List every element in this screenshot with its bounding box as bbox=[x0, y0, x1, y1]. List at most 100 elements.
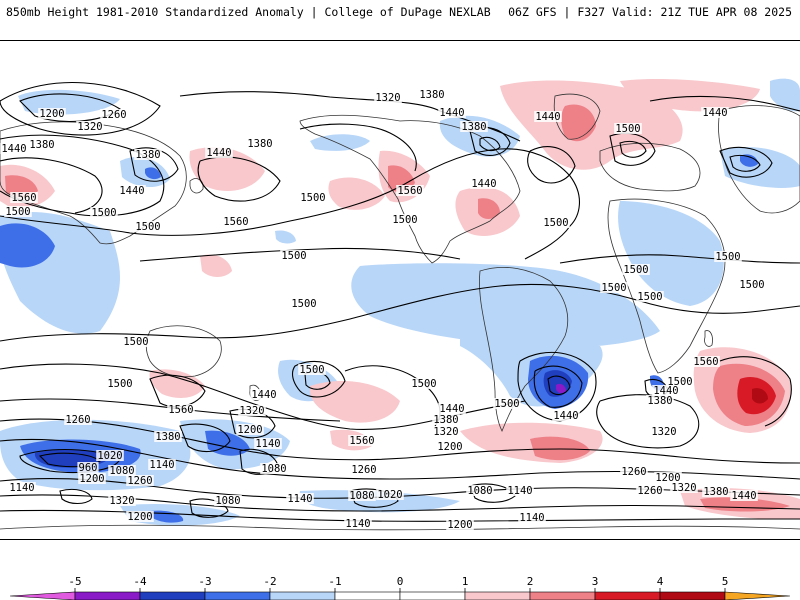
map-title: 850mb Height 1981-2010 Standardized Anom… bbox=[6, 5, 491, 19]
legend-segment bbox=[529, 591, 596, 600]
contour-label: 1020 bbox=[97, 450, 122, 462]
legend-tick-label: 2 bbox=[527, 575, 534, 588]
contour-label: 1500 bbox=[615, 123, 640, 135]
contour-label: 1260 bbox=[65, 414, 90, 426]
contour-label-bg bbox=[614, 123, 642, 134]
contour-label-bg bbox=[246, 138, 274, 149]
contour-label-bg bbox=[670, 482, 698, 493]
contour-label-bg bbox=[122, 336, 150, 347]
legend-tick-label: -1 bbox=[328, 575, 341, 588]
contour-label: 1440 bbox=[471, 178, 496, 190]
contour-label-bg bbox=[654, 472, 682, 483]
contour-label-bg bbox=[636, 485, 664, 496]
legend-tick-label: 4 bbox=[657, 575, 664, 588]
contour-label: 1560 bbox=[397, 185, 422, 197]
contour-label-bg bbox=[432, 414, 460, 425]
contour-label: 1500 bbox=[637, 291, 662, 303]
contour-label-bg bbox=[0, 143, 28, 154]
contour-label: 1140 bbox=[9, 482, 34, 494]
contour-label: 1380 bbox=[29, 139, 54, 151]
legend-tick-label: -3 bbox=[198, 575, 211, 588]
anomaly-map: 1200 1320 1260 1440 1380 1380 1440 1560 1500 1500… bbox=[0, 40, 800, 540]
contour-label: 1500 bbox=[494, 398, 519, 410]
contour-label: 1200 bbox=[127, 511, 152, 523]
contour-label: 1080 bbox=[109, 465, 134, 477]
contour-label: 1500 bbox=[281, 250, 306, 262]
contour-label: 1440 bbox=[251, 389, 276, 401]
contour-label-bg bbox=[552, 410, 580, 421]
contour-label-bg bbox=[652, 385, 680, 396]
legend-color-bar bbox=[9, 591, 791, 600]
contour-label: 1500 bbox=[392, 214, 417, 226]
contour-label-bg bbox=[10, 192, 38, 203]
contour-label: 1440 bbox=[731, 490, 756, 502]
contour-label-bg bbox=[650, 426, 678, 437]
contour-label-bg bbox=[148, 459, 176, 470]
contour-label-bg bbox=[126, 511, 154, 522]
contour-label: 1140 bbox=[345, 518, 370, 530]
contour-label: 1500 bbox=[715, 251, 740, 263]
contour-label-bg bbox=[374, 92, 402, 103]
contour-label: 1500 bbox=[107, 378, 132, 390]
contour-label: 1080 bbox=[349, 490, 374, 502]
contour-label: 1260 bbox=[127, 475, 152, 487]
legend-segment bbox=[139, 591, 206, 600]
contour-label: 1500 bbox=[5, 206, 30, 218]
europe-outline bbox=[599, 142, 701, 192]
contour-label: 1140 bbox=[507, 485, 532, 497]
contour-label-bg bbox=[466, 485, 494, 496]
contour-label: 1500 bbox=[543, 217, 568, 229]
contour-label: 1320 bbox=[671, 482, 696, 494]
contour-label: 1260 bbox=[621, 466, 646, 478]
contour-label-bg bbox=[76, 121, 104, 132]
contour-label: 1560 bbox=[11, 192, 36, 204]
contour-label-bg bbox=[701, 107, 729, 118]
legend-tick-label: 0 bbox=[397, 575, 404, 588]
contour-label-bg bbox=[298, 364, 326, 375]
contour-label-bg bbox=[254, 438, 282, 449]
contour-label-bg bbox=[78, 473, 106, 484]
contour-label: 1440 bbox=[653, 385, 678, 397]
contour-label: 1320 bbox=[77, 121, 102, 133]
contour-label-bg bbox=[134, 221, 162, 232]
contour-label-bg bbox=[376, 489, 404, 500]
contour-label-bg bbox=[290, 298, 318, 309]
contour-label-bg bbox=[348, 435, 376, 446]
contour-label-bg bbox=[299, 192, 327, 203]
contour-label: 1500 bbox=[411, 378, 436, 390]
contour-label: 1500 bbox=[601, 282, 626, 294]
contour-label-bg bbox=[348, 490, 376, 501]
extreme-negative-anomaly bbox=[45, 383, 566, 465]
contour-label: 1140 bbox=[519, 512, 544, 524]
legend-segment bbox=[269, 591, 336, 600]
contour-labels: 1200 1320 1260 1440 1380 1380 1440 1560 1500 1500… bbox=[0, 89, 766, 531]
contour-label-bg bbox=[118, 185, 146, 196]
strong-positive-anomaly-areas bbox=[5, 104, 790, 512]
contour-label-bg bbox=[438, 403, 466, 414]
north-america-outline bbox=[299, 114, 521, 264]
contour-label: 1080 bbox=[467, 485, 492, 497]
contour-label: 1500 bbox=[623, 264, 648, 276]
map-canvas: 1200 1320 1260 1440 1380 1380 1440 1560 1500 1500… bbox=[0, 41, 800, 539]
legend-tick-label: -2 bbox=[263, 575, 276, 588]
legend-segment bbox=[724, 591, 791, 600]
contour-label-bg bbox=[692, 356, 720, 367]
contour-label-bg bbox=[738, 279, 766, 290]
contour-label: 1560 bbox=[693, 356, 718, 368]
contour-label: 1380 bbox=[419, 89, 444, 101]
legend-tick-label: 5 bbox=[722, 575, 729, 588]
legend-segment bbox=[74, 591, 141, 600]
contour-label-bg bbox=[432, 426, 460, 437]
contour-label: 1320 bbox=[109, 495, 134, 507]
legend-tick-label: -4 bbox=[133, 575, 147, 588]
contour-label-bg bbox=[77, 462, 99, 473]
contour-label-bg bbox=[222, 216, 250, 227]
contour-label: 1260 bbox=[351, 464, 376, 476]
contour-label-bg bbox=[108, 465, 136, 476]
contour-label: 1140 bbox=[255, 438, 280, 450]
contour-label: 1080 bbox=[215, 495, 240, 507]
contour-label-bg bbox=[236, 424, 264, 435]
contour-label: 1380 bbox=[247, 138, 272, 150]
contour-label-bg bbox=[620, 466, 648, 477]
legend-segment bbox=[399, 591, 466, 600]
